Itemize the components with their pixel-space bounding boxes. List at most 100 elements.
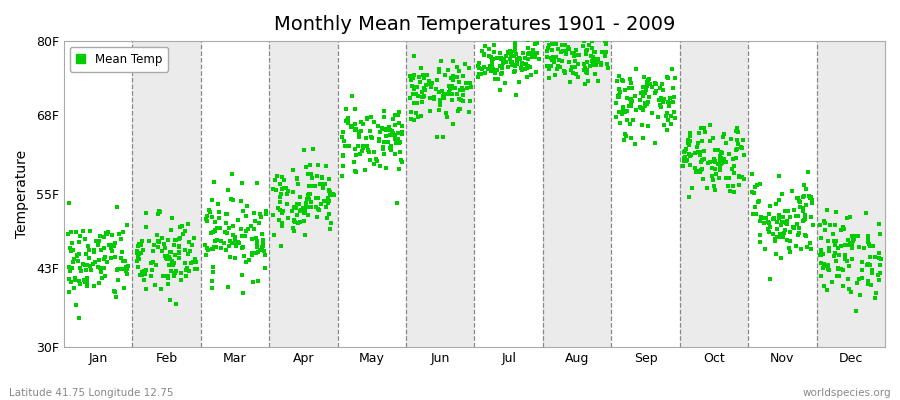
Point <box>745 189 760 195</box>
Point <box>310 173 324 179</box>
Point <box>869 290 884 297</box>
Point <box>336 128 350 135</box>
Point <box>337 153 351 160</box>
Point <box>406 90 420 97</box>
Point <box>151 210 166 217</box>
Point <box>544 41 559 47</box>
Point <box>220 283 235 290</box>
Point <box>351 143 365 149</box>
Point <box>771 215 786 221</box>
Point <box>445 90 459 97</box>
Point <box>186 235 201 241</box>
Point <box>695 138 709 144</box>
Point <box>238 259 253 265</box>
Point <box>688 165 702 172</box>
Point <box>166 260 181 266</box>
Point <box>737 152 751 159</box>
Point <box>87 283 102 289</box>
Point <box>667 94 681 100</box>
Point <box>799 233 814 239</box>
Point <box>653 104 668 110</box>
Point <box>422 95 436 101</box>
Point <box>250 238 265 245</box>
Point <box>774 255 788 261</box>
Point <box>325 190 339 197</box>
Point <box>184 260 198 266</box>
Point <box>347 168 362 174</box>
Point <box>302 204 316 210</box>
Point <box>804 194 818 200</box>
Point <box>407 116 421 123</box>
Point <box>815 265 830 271</box>
Point <box>229 243 243 249</box>
Point <box>234 198 248 204</box>
Point <box>831 245 845 252</box>
Point <box>395 122 410 129</box>
Point <box>599 41 614 48</box>
Point <box>620 117 634 123</box>
Point <box>547 72 562 78</box>
Point <box>816 282 831 289</box>
Point <box>518 61 533 67</box>
Point <box>500 32 515 39</box>
Point <box>518 55 532 62</box>
Point <box>845 244 859 251</box>
Point <box>174 277 188 283</box>
Point <box>752 239 767 246</box>
Point <box>494 56 508 62</box>
Point <box>774 234 788 240</box>
Point <box>862 254 877 260</box>
Point <box>417 93 431 100</box>
Point <box>392 119 406 126</box>
Point <box>665 99 680 106</box>
Point <box>761 220 776 226</box>
Point <box>71 315 86 322</box>
Point <box>299 200 313 206</box>
Point <box>293 207 308 214</box>
Point <box>477 52 491 58</box>
Point <box>577 61 591 67</box>
Point <box>148 262 163 268</box>
Point <box>545 47 560 54</box>
Point <box>311 162 326 168</box>
Point <box>770 200 784 207</box>
Point <box>412 74 427 80</box>
Point <box>247 210 261 216</box>
Point <box>220 230 235 236</box>
Point <box>219 219 233 226</box>
Point <box>290 212 304 218</box>
Point <box>418 75 432 81</box>
Point <box>649 80 663 87</box>
Point <box>107 242 122 249</box>
Point <box>753 214 768 220</box>
Point <box>455 85 470 91</box>
Point <box>662 75 676 82</box>
Point <box>640 101 654 108</box>
Point <box>212 201 226 207</box>
Point <box>93 264 107 271</box>
Point <box>594 60 608 66</box>
Point <box>269 186 284 193</box>
Point <box>861 241 876 247</box>
Point <box>683 138 698 144</box>
Point <box>872 277 886 283</box>
Point <box>291 181 305 188</box>
Point <box>642 76 656 83</box>
Point <box>256 239 270 246</box>
Point <box>821 262 835 268</box>
Point <box>694 158 708 165</box>
Point <box>565 70 580 76</box>
Point <box>462 109 476 115</box>
Point <box>822 248 836 254</box>
Point <box>580 67 594 74</box>
Point <box>187 256 202 262</box>
Point <box>432 69 446 75</box>
Point <box>209 244 223 250</box>
Point <box>472 65 487 71</box>
Point <box>82 254 96 261</box>
Point <box>391 130 405 136</box>
Point <box>452 96 466 102</box>
Point <box>338 143 352 149</box>
Point <box>763 202 778 209</box>
Point <box>79 251 94 257</box>
